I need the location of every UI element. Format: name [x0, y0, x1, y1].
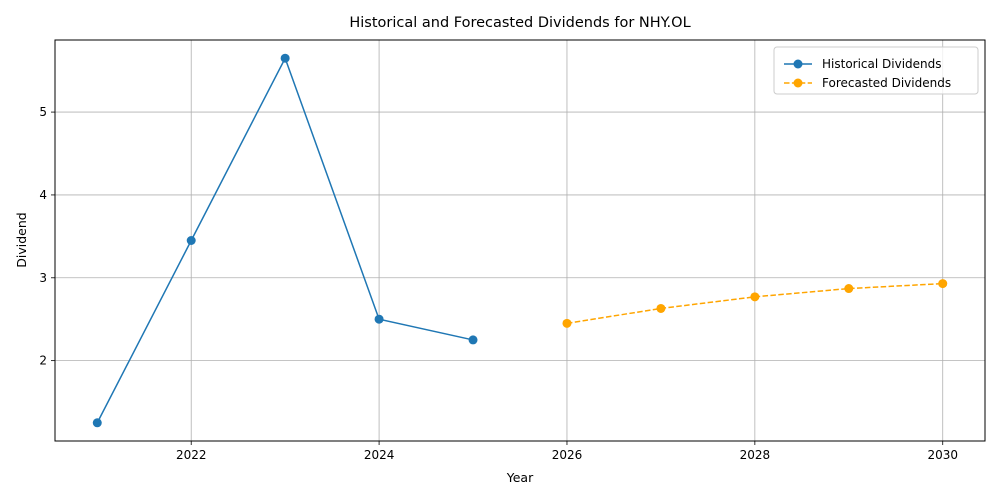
y-axis: 2 3 4 5	[39, 105, 55, 368]
plot-frame	[54, 39, 986, 442]
legend-box	[773, 46, 979, 95]
legend-label: Forecasted Dividends	[822, 76, 951, 90]
data-point	[468, 335, 478, 345]
series-line-0	[96, 56, 474, 424]
legend-label: Historical Dividends	[822, 57, 942, 71]
data-point	[374, 314, 384, 324]
y-tick-label: 2	[39, 354, 47, 368]
x-tick-label: 2022	[176, 448, 207, 462]
y-tick-label: 5	[39, 105, 47, 119]
legend: Historical Dividends Forecasted Dividends	[773, 46, 979, 95]
data-point	[656, 303, 666, 313]
x-tick-label: 2028	[740, 448, 771, 462]
data-point	[186, 236, 196, 245]
x-tick-label: 2030	[927, 448, 958, 462]
data-point	[844, 284, 854, 294]
grid	[55, 40, 985, 441]
data-point	[280, 53, 290, 63]
legend-swatch-marker	[793, 78, 803, 88]
data-point	[938, 279, 948, 289]
series-layer	[92, 53, 948, 428]
x-tick-label: 2024	[364, 448, 395, 462]
y-tick-label: 3	[39, 271, 47, 285]
data-point	[750, 292, 760, 302]
y-tick-label: 4	[39, 188, 47, 202]
data-point	[562, 318, 572, 328]
y-axis-label: Dividend	[14, 212, 29, 267]
x-tick-label: 2026	[552, 448, 583, 462]
x-axis-label: Year	[506, 470, 534, 485]
x-axis: 2022 2024 2026 2028 2030	[176, 441, 958, 462]
data-point	[92, 418, 102, 428]
chart-title: Historical and Forecasted Dividends for …	[349, 15, 690, 31]
legend-swatch-marker	[793, 59, 803, 69]
